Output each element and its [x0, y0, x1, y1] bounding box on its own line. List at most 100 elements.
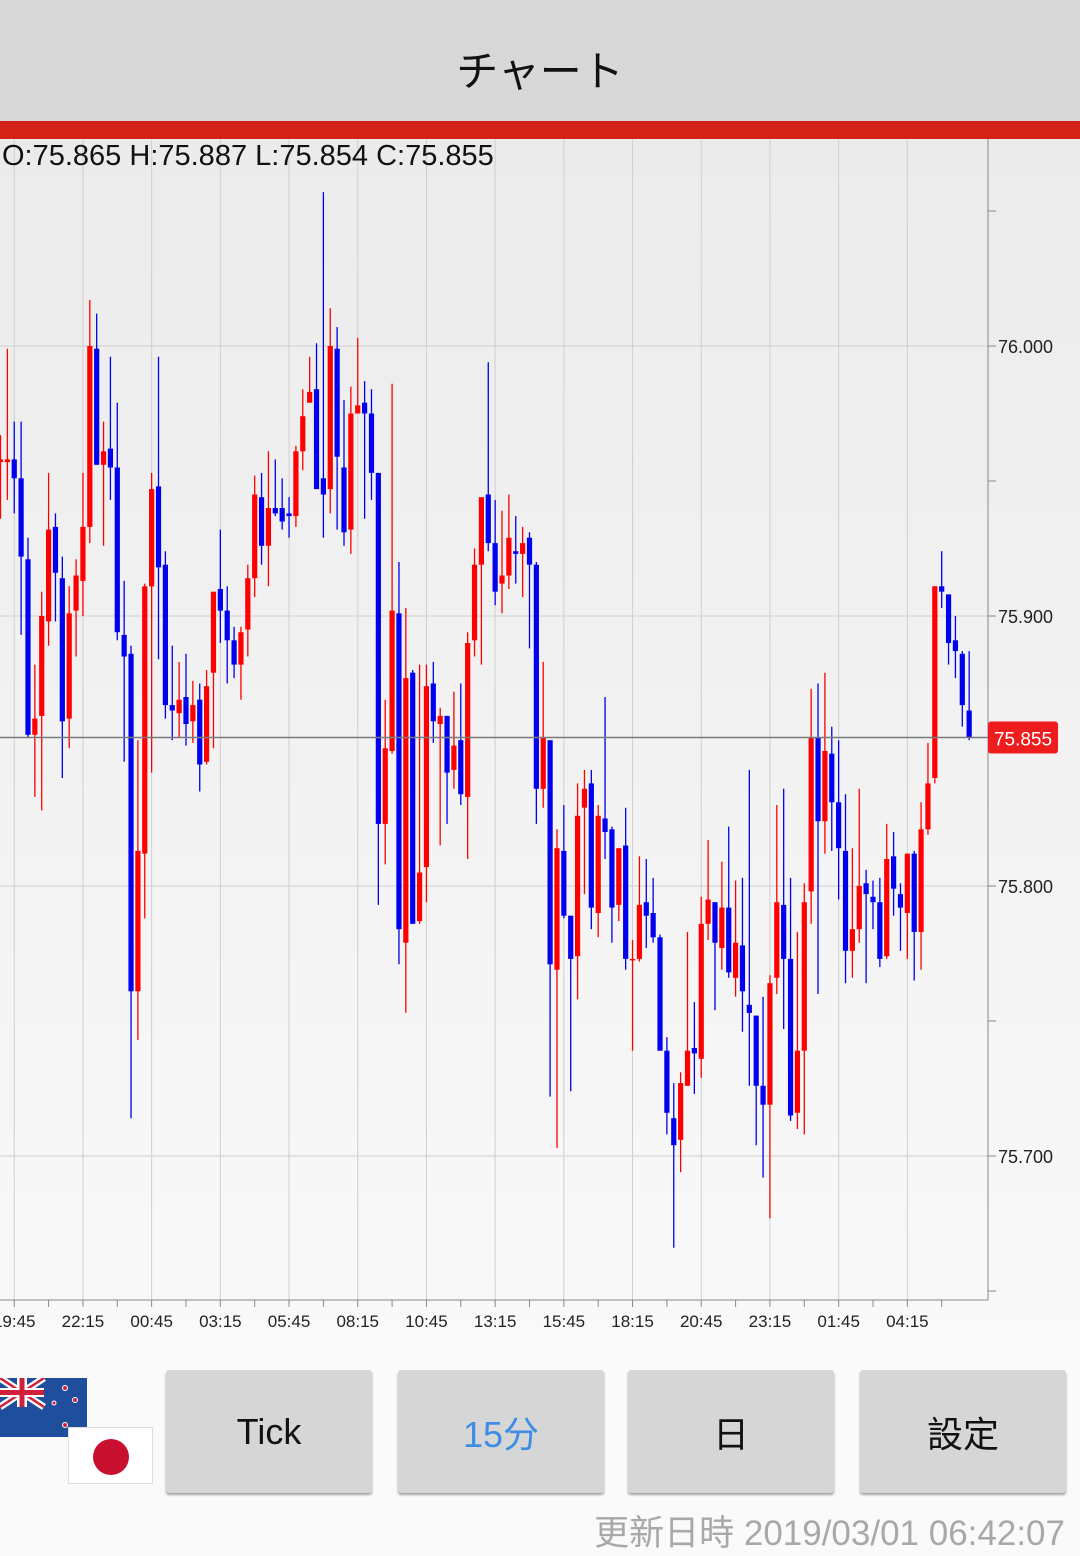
candle-body: [59, 578, 65, 722]
candle-body: [808, 737, 814, 892]
candle-up: [574, 783, 581, 1000]
candle-body: [870, 896, 876, 903]
candle-up: [520, 526, 526, 598]
candle-down: [128, 645, 134, 1119]
candle-down: [781, 788, 787, 1030]
candle-body: [959, 653, 965, 706]
candle-body: [568, 915, 574, 959]
candle-body: [506, 537, 512, 576]
tick-button[interactable]: Tick: [166, 1370, 372, 1493]
candle-down: [526, 532, 533, 649]
candle-body: [320, 478, 326, 495]
candle-up: [767, 975, 773, 1219]
candle-body: [554, 848, 560, 970]
candle-up: [540, 661, 546, 808]
candlestick-chart[interactable]: 76.000 75.900 75.800 75.700 19:45 22:15 00:45 0…: [0, 0, 1080, 1345]
candle-down: [162, 551, 168, 719]
candle-down: [320, 192, 326, 538]
candle-body: [533, 564, 539, 789]
candle-body: [829, 753, 835, 803]
candle-body: [300, 416, 306, 452]
candle-body: [327, 346, 333, 490]
candle-body: [781, 904, 787, 959]
candle-body: [623, 845, 629, 959]
candle-down: [279, 478, 285, 530]
x-tick-label: 15:45: [543, 1312, 586, 1331]
candle-down: [183, 653, 189, 746]
candle-up: [389, 383, 395, 754]
candle-up: [904, 853, 910, 959]
candle-body: [904, 853, 910, 913]
candle-body: [18, 478, 24, 557]
candle-body: [0, 459, 4, 463]
settings-button[interactable]: 設定: [860, 1370, 1066, 1493]
candle-body: [588, 783, 594, 908]
candle-up: [499, 510, 505, 614]
candle-body: [561, 850, 567, 916]
candle-body: [609, 829, 615, 908]
daily-button-label: 日: [712, 1413, 749, 1455]
candle-body: [25, 559, 31, 735]
candle-down: [829, 726, 835, 851]
candle-body: [581, 788, 588, 808]
candle-up: [616, 848, 622, 922]
candle-body: [128, 653, 134, 992]
candle-down: [121, 580, 127, 762]
candle-up: [856, 788, 862, 943]
candle-up: [100, 421, 107, 546]
candle-body: [430, 683, 436, 722]
candle-body: [739, 945, 746, 992]
interval-15min-button[interactable]: 15分: [398, 1370, 604, 1493]
candle-body: [719, 907, 725, 949]
candle-body: [444, 715, 450, 773]
candle-down: [286, 497, 292, 538]
y-tick-label: 76.000: [998, 337, 1053, 357]
candle-down: [650, 877, 656, 943]
candle-up: [4, 348, 10, 500]
interval-15min-label: 15分: [462, 1413, 540, 1455]
candle-up: [705, 840, 711, 940]
candle-body: [204, 686, 210, 762]
chart-background: [0, 139, 1080, 1339]
candle-body: [842, 850, 849, 951]
candle-down: [258, 472, 265, 565]
candle-body: [616, 848, 622, 905]
candle-body: [945, 594, 952, 643]
candle-down: [430, 661, 436, 743]
candle-up: [204, 670, 210, 765]
japan-flag-icon[interactable]: [68, 1427, 153, 1484]
candle-body: [897, 894, 904, 908]
candle-down: [911, 850, 917, 981]
candle-down: [691, 1002, 697, 1094]
x-tick-label: 01:45: [817, 1312, 860, 1331]
daily-button[interactable]: 日: [628, 1370, 834, 1493]
candle-body: [210, 591, 217, 673]
candle-body: [836, 802, 842, 849]
x-tick-label: 05:45: [268, 1312, 311, 1331]
candle-body: [939, 586, 945, 592]
candle-up: [416, 664, 423, 924]
candle-up: [884, 823, 890, 959]
candle-body: [746, 1004, 752, 1013]
candle-body: [849, 929, 855, 951]
candle-down: [410, 670, 416, 924]
candle-body: [526, 537, 533, 565]
candle-body: [884, 859, 890, 957]
candle-body: [925, 783, 931, 830]
candle-body: [629, 958, 636, 961]
candle-up: [73, 559, 79, 657]
candle-down: [114, 402, 120, 641]
x-tick-label: 08:15: [336, 1312, 379, 1331]
candle-body: [224, 610, 230, 641]
candle-up: [0, 435, 4, 519]
candle-down: [842, 794, 849, 984]
candle-down: [939, 551, 945, 608]
candle-up: [678, 1072, 684, 1173]
candle-body: [416, 872, 423, 922]
candle-body: [485, 494, 491, 544]
candle-up: [45, 472, 52, 646]
candle-up: [636, 856, 643, 962]
candle-body: [712, 902, 718, 943]
candle-up: [245, 564, 251, 657]
candle-body: [334, 348, 340, 457]
